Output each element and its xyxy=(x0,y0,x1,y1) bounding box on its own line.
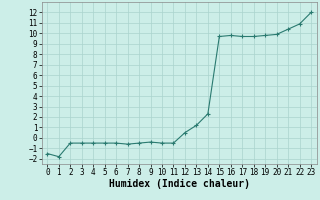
X-axis label: Humidex (Indice chaleur): Humidex (Indice chaleur) xyxy=(109,179,250,189)
